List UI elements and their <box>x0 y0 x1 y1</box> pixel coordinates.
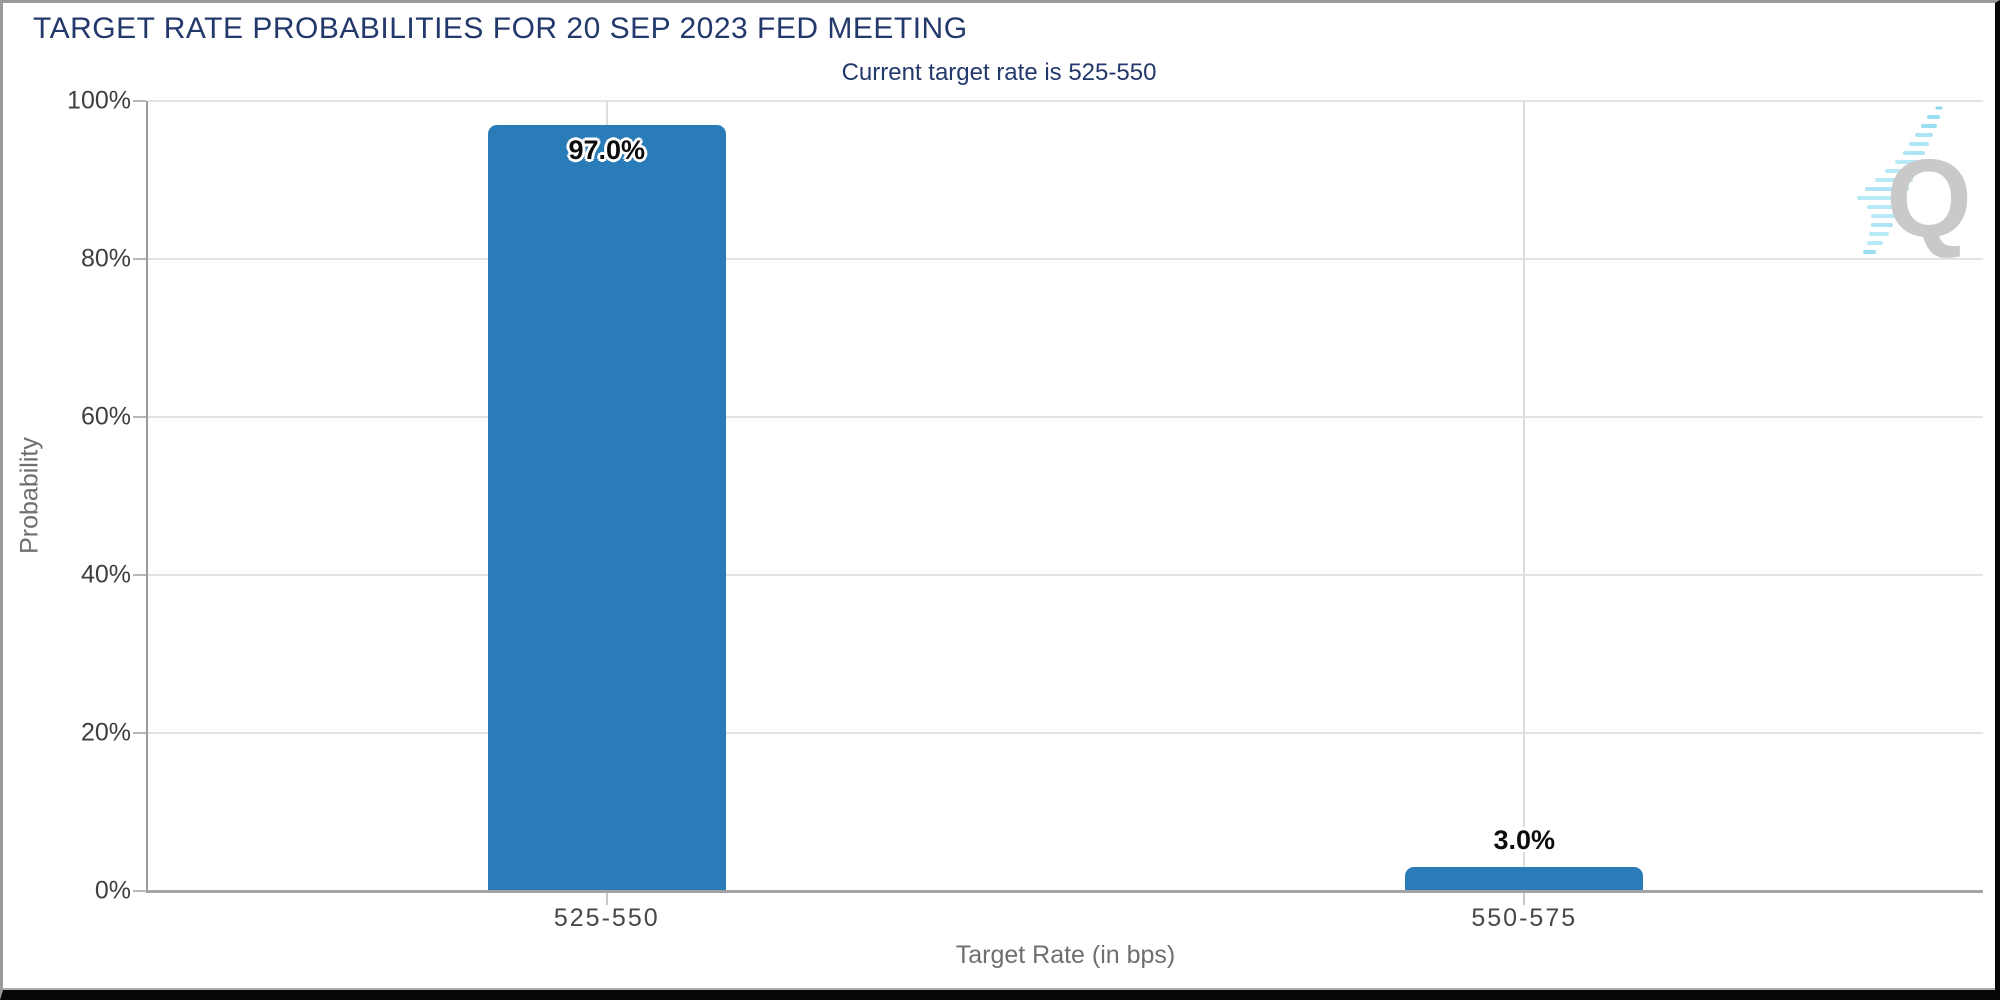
y-tick-mark <box>133 890 146 892</box>
chart-subtitle: Current target rate is 525-550 <box>841 59 1157 86</box>
y-tick-mark <box>133 416 146 418</box>
bar-525-550 <box>487 124 726 891</box>
y-tick-label: 0% <box>94 876 131 905</box>
y-tick-mark <box>133 732 146 734</box>
y-axis-title: Probability <box>15 437 44 554</box>
plot-area: 0% 20% 40% 60% 80% 100% 97.0% 525-550 3.0% 550-57… <box>67 87 1983 932</box>
h-gridline <box>148 258 1983 260</box>
y-axis-line <box>146 101 148 891</box>
bar-550-575 <box>1405 867 1644 891</box>
h-gridline <box>148 574 1983 576</box>
watermark-logo: Q <box>1857 106 1972 260</box>
x-axis-line <box>146 890 1983 893</box>
y-tick-label: 20% <box>80 718 131 747</box>
x-tick-mark <box>1523 892 1526 905</box>
y-tick-label: 100% <box>67 86 131 115</box>
y-tick-mark <box>133 100 146 102</box>
y-tick-mark <box>133 574 146 576</box>
h-gridline <box>148 732 1983 734</box>
h-gridline <box>148 100 1983 102</box>
x-tick-mark <box>605 892 608 905</box>
v-gridline <box>1523 101 1526 891</box>
x-tick-label: 550-575 <box>1471 904 1578 932</box>
chart-title: TARGET RATE PROBABILITIES FOR 20 SEP 202… <box>33 12 968 45</box>
y-tick-label: 80% <box>80 244 131 273</box>
y-tick-label: 60% <box>80 402 131 431</box>
logo-swoosh-icon <box>1857 106 1943 254</box>
h-gridline <box>148 416 1983 418</box>
x-axis-title: Target Rate (in bps) <box>955 941 1176 969</box>
y-tick-mark <box>133 258 146 260</box>
bar-value-label: 97.0% <box>568 134 646 165</box>
y-tick-label: 40% <box>80 560 131 589</box>
x-tick-label: 525-550 <box>553 904 660 932</box>
logo-q-letter: Q <box>1886 137 1972 260</box>
bar-value-label: 3.0% <box>1493 825 1556 856</box>
